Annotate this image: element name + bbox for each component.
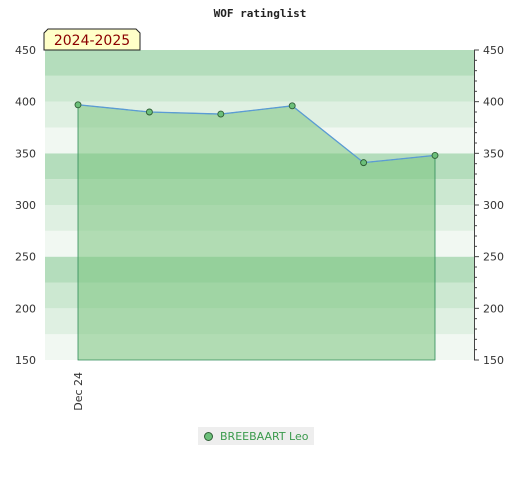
- season-badge: 2024-2025: [43, 28, 141, 51]
- data-point[interactable]: [145, 108, 153, 116]
- y-tick-label-right: 350: [483, 147, 504, 160]
- x-tick-label: Dec 24: [72, 372, 85, 411]
- season-label: 2024-2025: [54, 33, 130, 49]
- y-tick-label-right: 300: [483, 199, 504, 212]
- legend-marker-icon: [204, 431, 213, 441]
- y-tick-label: 250: [15, 251, 36, 264]
- legend[interactable]: BREEBAART Leo: [198, 427, 315, 445]
- legend-series-name: BREEBAART Leo: [220, 429, 309, 443]
- y-tick-label-right: 400: [483, 96, 504, 109]
- y-tick-label: 350: [15, 147, 36, 160]
- y-tick-label: 400: [15, 96, 36, 109]
- y-tick-label: 300: [15, 199, 36, 212]
- y-tick-label: 200: [15, 302, 36, 315]
- y-tick-label-right: 250: [483, 251, 504, 264]
- series-area: [74, 101, 439, 361]
- data-point[interactable]: [74, 101, 82, 109]
- data-point[interactable]: [217, 110, 225, 118]
- data-point[interactable]: [431, 151, 439, 159]
- y-tick-label-right: 200: [483, 302, 504, 315]
- chart-title: WOF ratinglist: [214, 7, 307, 20]
- y-axis-left: 150 200 250 300 350 400 450: [15, 44, 36, 367]
- x-axis: Dec 24: [72, 372, 85, 411]
- series-line: [77, 104, 436, 164]
- data-point[interactable]: [288, 102, 296, 110]
- background-band: [45, 75, 474, 102]
- y-tick-label-right: 150: [483, 354, 504, 367]
- y-tick-label-right: 450: [483, 44, 504, 57]
- y-tick-label: 150: [15, 354, 36, 367]
- data-point[interactable]: [360, 159, 368, 167]
- background-band: [45, 50, 474, 76]
- y-tick-label: 450: [15, 44, 36, 57]
- y-axis-right: 150 200 250 300 350 400 450: [474, 44, 504, 367]
